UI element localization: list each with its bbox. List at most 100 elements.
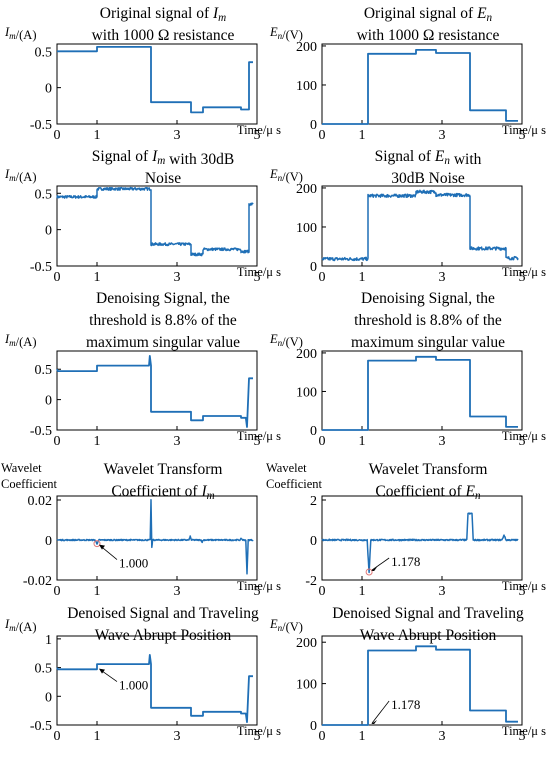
y-tick-label: -2 — [305, 574, 317, 589]
x-tick-label: 3 — [174, 729, 181, 744]
plot-frame — [56, 635, 258, 726]
x-tick-label: 0 — [319, 434, 326, 449]
y-tick-label: 200 — [296, 40, 317, 55]
y-tick-label: -0.5 — [30, 719, 52, 734]
series-line — [322, 49, 518, 125]
chart-title-line: maximum singular value — [86, 334, 240, 351]
x-tick-label: 3 — [174, 434, 181, 449]
x-tick-label: 0 — [319, 128, 326, 143]
x-tick-label: 0 — [54, 128, 61, 143]
y-tick-label: 100 — [296, 79, 317, 94]
x-tick-label: 3 — [174, 270, 181, 285]
x-axis-label: Time/μ s — [502, 265, 546, 279]
annotation-label: 1.000 — [119, 556, 148, 571]
chart-panel-2: Original signal of En with 1000 Ω resista… — [269, 5, 546, 143]
x-tick-label: 5 — [519, 584, 526, 599]
chart-title-line: threshold is 8.8% of the — [354, 312, 502, 329]
x-tick-label: 5 — [254, 270, 261, 285]
x-tick-label: 3 — [439, 584, 446, 599]
y-tick-label: 0.5 — [35, 187, 53, 202]
series-line — [56, 654, 253, 723]
y-tick-label: 0 — [45, 690, 52, 705]
y-axis-label: Im/(A) — [4, 617, 37, 634]
series-line — [56, 498, 254, 575]
y-axis-label: En/(V) — [269, 332, 303, 349]
y-tick-label: -0.02 — [23, 574, 52, 589]
y-axis-label: Coefficient — [1, 477, 58, 491]
x-tick-label: 3 — [439, 729, 446, 744]
plot-frame — [321, 43, 523, 125]
y-tick-label: 0 — [310, 260, 317, 275]
y-tick-label: 0 — [310, 424, 317, 439]
chart-title-line: with 1000 Ω resistance — [357, 27, 500, 44]
x-axis-label: Time/μ s — [237, 724, 281, 738]
chart-panel-7: Wavelet Transform Coefficient of Im Wavele… — [1, 461, 281, 599]
plot-frame — [56, 43, 258, 125]
y-tick-label: 0 — [45, 224, 52, 239]
chart-title-line: Wavelet Transform — [104, 461, 223, 478]
plot-frame — [321, 635, 523, 726]
annotation-marker — [93, 540, 101, 548]
plot-frame — [321, 350, 523, 431]
chart-title-line: 30dB Noise — [391, 170, 465, 187]
chart-panel-5: Denoising Signal, the threshold is 8.8% o… — [4, 290, 281, 449]
annotation-arrow — [371, 557, 390, 571]
y-tick-label: -0.5 — [30, 118, 52, 133]
series-line — [321, 189, 519, 262]
x-tick-label: 1 — [359, 584, 366, 599]
y-axis-label: Im/(A) — [4, 332, 37, 349]
series-line — [56, 186, 254, 257]
series-line — [321, 512, 519, 574]
y-axis-label: Wavelet — [1, 461, 42, 475]
chart-panel-6: Denoising Signal, the threshold is 8.8% o… — [269, 290, 546, 449]
y-tick-label: 0 — [45, 82, 52, 97]
x-tick-label: 5 — [519, 729, 526, 744]
plot-frame — [56, 350, 258, 431]
x-tick-label: 3 — [174, 584, 181, 599]
annotation-arrowhead — [371, 720, 378, 724]
chart-panel-8: Wavelet Transform Coefficient of En Wavele… — [266, 461, 546, 599]
annotation-marker — [365, 568, 373, 576]
annotation-arrowhead — [99, 544, 105, 550]
y-axis-label: Wavelet — [266, 461, 307, 475]
chart-title-line: Signal of En with — [375, 148, 482, 168]
chart-title-line: with 1000 Ω resistance — [92, 27, 235, 44]
x-tick-label: 0 — [319, 584, 326, 599]
series-line — [56, 354, 253, 428]
y-tick-label: 0.02 — [28, 494, 53, 509]
chart-title-line: Original signal of Im — [100, 5, 226, 24]
chart-title-line: Signal of Im with 30dB — [92, 148, 234, 168]
x-tick-label: 5 — [254, 729, 261, 744]
x-tick-label: 1 — [94, 270, 101, 285]
x-tick-label: 3 — [174, 128, 181, 143]
x-tick-label: 5 — [254, 584, 261, 599]
y-tick-label: 200 — [296, 182, 317, 197]
x-tick-label: 0 — [54, 434, 61, 449]
chart-title-line: threshold is 8.8% of the — [89, 312, 237, 329]
y-axis-label: Im/(A) — [4, 167, 37, 184]
x-tick-label: 0 — [54, 270, 61, 285]
chart-panel-4: Signal of En with 30dB Noise En/(V) 0 1 3 5 200… — [269, 148, 546, 285]
x-tick-label: 5 — [519, 128, 526, 143]
plot-frame — [321, 185, 523, 267]
chart-panel-1: Original signal of Im with 1000 Ω resista… — [4, 5, 281, 143]
y-axis-label: En/(V) — [269, 617, 303, 634]
x-tick-label: 1 — [94, 729, 101, 744]
chart-title-line: Denoised Signal and Traveling — [67, 605, 259, 622]
x-tick-label: 1 — [94, 584, 101, 599]
x-tick-label: 3 — [439, 270, 446, 285]
series-line — [322, 645, 518, 726]
y-tick-label: 0 — [310, 534, 317, 549]
y-tick-label: -0.5 — [30, 260, 52, 275]
x-tick-label: 5 — [254, 128, 261, 143]
x-tick-label: 1 — [359, 729, 366, 744]
x-tick-label: 3 — [439, 434, 446, 449]
y-tick-label: 200 — [296, 347, 317, 362]
annotation-label: 1.178 — [391, 697, 420, 712]
y-tick-label: 0.5 — [35, 45, 53, 60]
y-tick-label: 100 — [296, 221, 317, 236]
plot-frame — [56, 495, 258, 581]
chart-title-line: Denoising Signal, the — [361, 290, 495, 307]
